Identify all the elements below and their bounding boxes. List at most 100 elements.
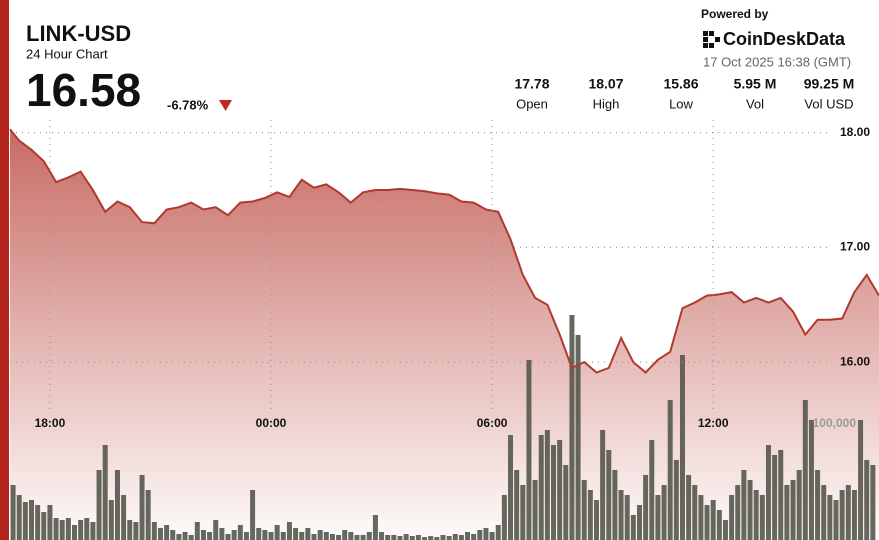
volume-bar	[508, 435, 514, 540]
volume-bar	[815, 470, 821, 540]
volume-bar	[581, 480, 587, 540]
symbol: LINK-USD	[26, 21, 131, 46]
volume-bar	[471, 534, 477, 540]
volume-bar	[458, 535, 464, 540]
volume-bar	[722, 520, 728, 540]
volume-bar	[151, 522, 157, 540]
x-tick-label: 06:00	[477, 416, 508, 430]
price-line	[9, 128, 879, 374]
volume-bar	[71, 525, 77, 540]
volume-bar	[164, 525, 170, 540]
volume-bar	[372, 515, 378, 540]
volume-bar	[108, 500, 114, 540]
x-tick-label: 18:00	[35, 416, 66, 430]
volume-bar	[225, 534, 231, 540]
volume-bar	[593, 500, 599, 540]
stat-value: 5.95 M	[734, 76, 777, 92]
volume-bar	[188, 535, 194, 540]
y2-tick-label: 100,000	[813, 416, 857, 430]
volume-bar	[784, 485, 790, 540]
volume-bar	[772, 455, 778, 540]
volume-bar	[360, 535, 366, 540]
volume-bar	[735, 485, 741, 540]
volume-bar	[213, 520, 219, 540]
volume-bar	[268, 532, 274, 540]
volume-bar	[495, 525, 501, 540]
volume-bar	[317, 530, 323, 540]
volume-bar	[729, 495, 735, 540]
volume-bar	[170, 530, 176, 540]
volume-bar	[839, 490, 845, 540]
stat-label: Vol	[746, 96, 764, 111]
volume-bar	[256, 528, 262, 540]
volume-bar	[747, 480, 753, 540]
price-area	[10, 129, 879, 540]
volume-bar	[827, 495, 833, 540]
volume-bar	[10, 485, 16, 540]
volume-bar	[612, 470, 618, 540]
volume-bar	[765, 445, 771, 540]
volume-bar	[563, 465, 569, 540]
volume-bar	[465, 532, 471, 540]
volume-bar	[778, 450, 784, 540]
volume-bar	[139, 475, 145, 540]
volume-bar	[557, 440, 563, 540]
volume-bar	[649, 440, 655, 540]
volume-bar	[354, 535, 360, 540]
volume-bar	[415, 535, 421, 540]
volume-bar	[207, 532, 213, 540]
price: 16.58	[26, 64, 141, 116]
volume-bar	[237, 525, 243, 540]
volume-bar	[551, 445, 557, 540]
volume-bar	[753, 490, 759, 540]
volume-bar	[231, 530, 237, 540]
volume-bar	[864, 460, 870, 540]
volume-bar	[96, 470, 102, 540]
stat-label: High	[593, 96, 620, 111]
volume-bar	[526, 360, 532, 540]
volume-bar	[501, 495, 507, 540]
volume-bar	[114, 470, 120, 540]
volume-bar	[440, 535, 446, 540]
volume-bar	[489, 532, 495, 540]
stat-value: 15.86	[663, 76, 698, 92]
brand-icon	[703, 31, 720, 48]
volume-bar	[796, 470, 802, 540]
volume-bar	[514, 470, 520, 540]
volume-bar	[477, 530, 483, 540]
volume-bar	[145, 490, 151, 540]
volume-bar	[673, 460, 679, 540]
volume-bar	[84, 518, 90, 540]
volume-bar	[434, 537, 440, 540]
volume-bar	[569, 315, 575, 540]
stat-label: Vol USD	[804, 96, 853, 111]
volume-bar	[833, 500, 839, 540]
volume-bar	[59, 520, 65, 540]
volume-bar	[121, 495, 127, 540]
volume-bar	[661, 485, 667, 540]
volume-bar	[336, 535, 342, 540]
volume-bar	[182, 532, 188, 540]
volume-bar	[274, 525, 280, 540]
volume-bar	[710, 500, 716, 540]
stat-value: 17.78	[514, 76, 549, 92]
volume-bar	[127, 520, 133, 540]
volume-bar	[311, 534, 317, 540]
volume-bar	[102, 445, 108, 540]
change: -6.78%	[167, 97, 209, 112]
volume-bar	[618, 490, 624, 540]
volume-bar	[587, 490, 593, 540]
volume-bar	[606, 450, 612, 540]
volume-bar	[422, 537, 428, 540]
volume-bar	[65, 518, 71, 540]
y-tick-label: 18.00	[840, 125, 870, 139]
volume-bar	[286, 522, 292, 540]
volume-bar	[47, 505, 53, 540]
volume-bar	[329, 534, 335, 540]
y-tick-label: 17.00	[840, 240, 870, 254]
stat-label: Low	[669, 96, 693, 111]
volume-bar	[808, 420, 814, 540]
volume-bar	[544, 430, 550, 540]
volume-bar	[366, 532, 372, 540]
